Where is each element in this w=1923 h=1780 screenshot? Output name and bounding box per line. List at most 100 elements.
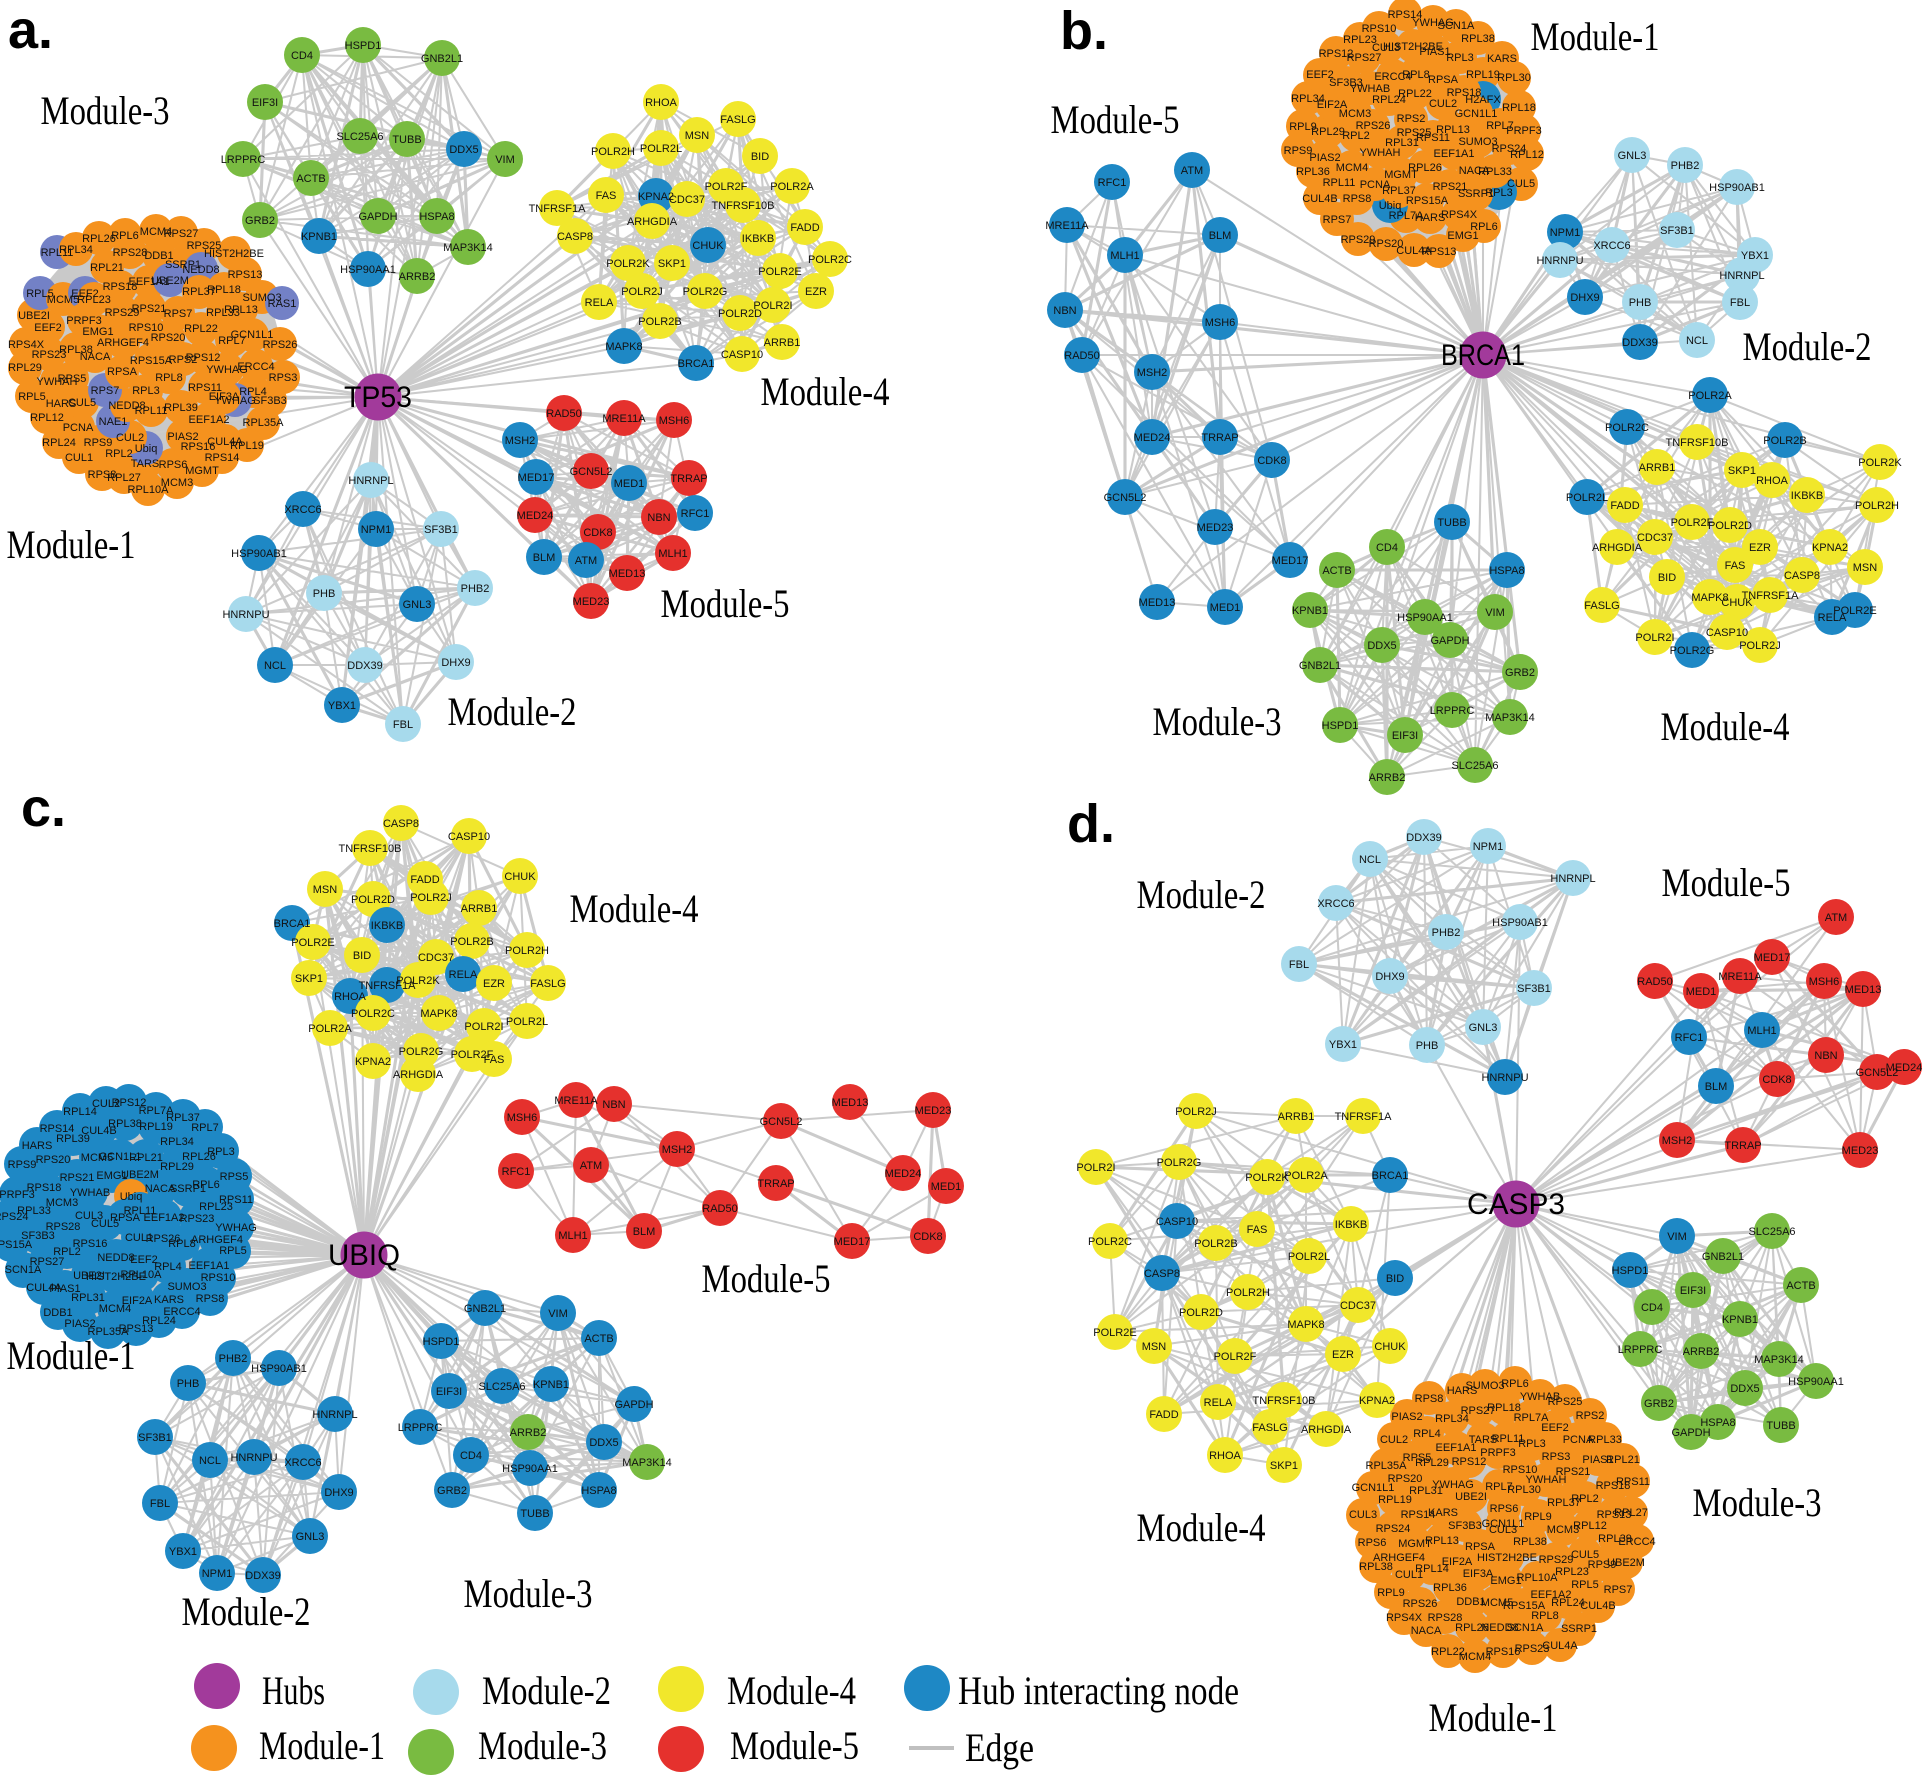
svg-text:NPM1: NPM1: [361, 524, 392, 536]
svg-text:RHOA: RHOA: [1209, 1450, 1241, 1462]
svg-text:RPS5: RPS5: [58, 373, 87, 385]
svg-text:CASP8: CASP8: [557, 231, 593, 243]
svg-text:MRE11A: MRE11A: [602, 413, 646, 425]
svg-text:RPS24: RPS24: [1492, 143, 1527, 155]
svg-text:FASLG: FASLG: [1584, 600, 1619, 612]
svg-text:PIAS2: PIAS2: [1391, 1411, 1422, 1423]
svg-text:RHOA: RHOA: [645, 97, 677, 109]
svg-text:POLR2J: POLR2J: [1739, 640, 1781, 652]
svg-text:ARHGDIA: ARHGDIA: [393, 1069, 444, 1081]
svg-text:MCM3: MCM3: [1547, 1524, 1579, 1536]
svg-text:CD4: CD4: [291, 50, 313, 62]
svg-text:CDK8: CDK8: [583, 527, 612, 539]
svg-text:RPS11: RPS11: [188, 382, 222, 394]
svg-text:RPS16: RPS16: [1486, 1646, 1521, 1658]
svg-text:SUMO3: SUMO3: [1458, 136, 1497, 148]
svg-text:RPL36: RPL36: [1433, 1582, 1467, 1594]
svg-text:POLR2F: POLR2F: [1671, 517, 1714, 529]
svg-text:RPL7: RPL7: [1486, 120, 1514, 132]
svg-text:MCM4: MCM4: [1336, 162, 1368, 174]
svg-text:HNRNPL: HNRNPL: [1719, 270, 1764, 282]
svg-text:SCN1A: SCN1A: [1507, 1622, 1544, 1634]
svg-text:MAP3K14: MAP3K14: [622, 1457, 672, 1469]
svg-text:CUL2: CUL2: [116, 432, 144, 444]
svg-text:Module-2: Module-2: [482, 1668, 611, 1713]
svg-text:KPNA2: KPNA2: [638, 191, 674, 203]
svg-text:PHB: PHB: [313, 588, 336, 600]
svg-text:RAD50: RAD50: [1064, 350, 1099, 362]
svg-text:HSPD1: HSPD1: [1612, 1265, 1649, 1277]
svg-text:POLR2L: POLR2L: [506, 1016, 548, 1028]
svg-text:PIAS1: PIAS1: [1419, 46, 1450, 58]
svg-text:POLR2E: POLR2E: [1833, 605, 1876, 617]
svg-text:HARS: HARS: [1447, 1385, 1478, 1397]
svg-text:ARRB1: ARRB1: [1639, 462, 1676, 474]
svg-text:MAPK8: MAPK8: [420, 1008, 457, 1020]
svg-text:CUL5: CUL5: [68, 397, 96, 409]
svg-text:RPL7A: RPL7A: [139, 1105, 175, 1117]
svg-text:LRPPRC: LRPPRC: [398, 1422, 443, 1434]
svg-text:RPS9: RPS9: [1284, 145, 1313, 157]
svg-text:FASLG: FASLG: [720, 114, 755, 126]
svg-text:PHB2: PHB2: [1432, 927, 1461, 939]
svg-text:NCL: NCL: [1686, 335, 1708, 347]
svg-text:c.: c.: [21, 778, 66, 838]
svg-text:CUL4A: CUL4A: [1396, 245, 1432, 257]
svg-text:POLR2H: POLR2H: [591, 146, 635, 158]
svg-text:UBE2M: UBE2M: [1607, 1557, 1645, 1569]
svg-text:RPS11: RPS11: [1416, 132, 1450, 144]
svg-text:POLR2D: POLR2D: [1708, 520, 1752, 532]
svg-text:RPL35A: RPL35A: [1366, 1460, 1408, 1472]
svg-text:SF3B1: SF3B1: [424, 524, 458, 536]
svg-text:RPS10: RPS10: [1503, 1464, 1538, 1476]
svg-text:HNRNPU: HNRNPU: [230, 1452, 277, 1464]
svg-text:FADD: FADD: [1610, 500, 1639, 512]
svg-text:BRCA1: BRCA1: [1441, 339, 1525, 372]
svg-text:YBX1: YBX1: [1329, 1039, 1357, 1051]
svg-text:RPL8: RPL8: [155, 372, 183, 384]
svg-text:EIF3I: EIF3I: [252, 97, 278, 109]
svg-text:CDK8: CDK8: [1257, 455, 1286, 467]
svg-text:HSP90AB1: HSP90AB1: [251, 1363, 307, 1375]
svg-text:RPSA: RPSA: [1428, 74, 1459, 86]
svg-text:RPS2: RPS2: [1576, 1410, 1605, 1422]
svg-text:MED23: MED23: [1842, 1145, 1879, 1157]
svg-text:RFC1: RFC1: [502, 1166, 531, 1178]
svg-text:EEF1A1: EEF1A1: [189, 1260, 230, 1272]
svg-text:RPL7: RPL7: [191, 1122, 219, 1134]
svg-text:RPL5: RPL5: [219, 1245, 247, 1257]
svg-text:RPS2: RPS2: [169, 354, 198, 366]
svg-text:RPL30: RPL30: [1497, 72, 1531, 84]
svg-text:ERCC4: ERCC4: [237, 361, 274, 373]
svg-text:RPL29: RPL29: [1415, 1457, 1449, 1469]
svg-text:NEDD8: NEDD8: [1481, 1622, 1518, 1634]
svg-text:SKP1: SKP1: [1728, 465, 1756, 477]
svg-text:POLR2E: POLR2E: [291, 937, 334, 949]
svg-text:SF3B3: SF3B3: [1448, 1520, 1482, 1532]
svg-text:RPL9: RPL9: [1377, 1587, 1405, 1599]
svg-text:PHB: PHB: [1629, 297, 1652, 309]
svg-text:PRPF3: PRPF3: [0, 1189, 35, 1201]
svg-text:RPL35A: RPL35A: [88, 1326, 130, 1338]
svg-text:POLR2H: POLR2H: [1855, 500, 1899, 512]
svg-text:CASP10: CASP10: [1706, 627, 1748, 639]
svg-text:ARRB2: ARRB2: [1683, 1346, 1720, 1358]
svg-text:KARS: KARS: [1428, 1507, 1458, 1519]
svg-text:EMG1: EMG1: [1490, 1575, 1521, 1587]
svg-text:TNFRSF10B: TNFRSF10B: [1666, 437, 1729, 449]
svg-text:RPSA: RPSA: [107, 366, 138, 378]
svg-text:RELA: RELA: [1204, 1397, 1233, 1409]
svg-text:RPL2: RPL2: [53, 1246, 81, 1258]
svg-text:RPL21: RPL21: [1606, 1454, 1640, 1466]
svg-text:GNL3: GNL3: [1618, 150, 1647, 162]
svg-text:RPS16: RPS16: [73, 1238, 108, 1250]
svg-text:YWHAG: YWHAG: [1412, 17, 1454, 29]
svg-text:POLR2E: POLR2E: [758, 266, 801, 278]
svg-text:RPL24: RPL24: [42, 437, 76, 449]
svg-text:ARRB2: ARRB2: [1369, 772, 1406, 784]
svg-text:MED13: MED13: [832, 1097, 869, 1109]
svg-text:DHX9: DHX9: [324, 1487, 353, 1499]
svg-text:ATM: ATM: [575, 555, 597, 567]
svg-text:BLM: BLM: [533, 552, 556, 564]
svg-text:NPM1: NPM1: [202, 1568, 233, 1580]
